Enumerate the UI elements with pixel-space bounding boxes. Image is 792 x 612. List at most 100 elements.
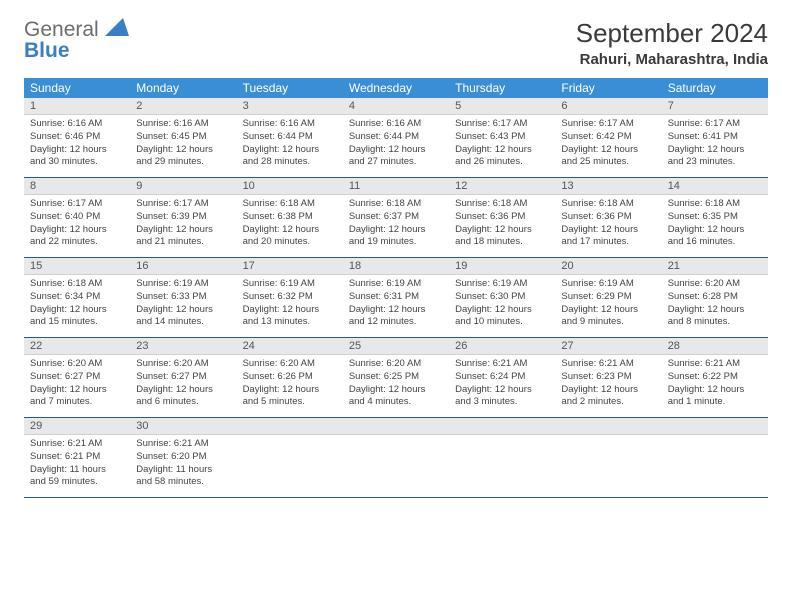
day-header-wed: Wednesday [343,78,449,98]
day-content: Sunrise: 6:17 AMSunset: 6:40 PMDaylight:… [24,195,130,257]
daylight-text: Daylight: 12 hours and 20 minutes. [243,224,337,250]
sunset-text: Sunset: 6:41 PM [668,131,762,144]
day-number: 8 [24,178,130,195]
day-cell: 25Sunrise: 6:20 AMSunset: 6:25 PMDayligh… [343,338,449,418]
sunset-text: Sunset: 6:28 PM [668,291,762,304]
day-content: Sunrise: 6:16 AMSunset: 6:44 PMDaylight:… [237,115,343,177]
day-content: Sunrise: 6:16 AMSunset: 6:45 PMDaylight:… [130,115,236,177]
daylight-text: Daylight: 12 hours and 26 minutes. [455,144,549,170]
day-header-mon: Monday [130,78,236,98]
day-header-sun: Sunday [24,78,130,98]
day-content: Sunrise: 6:18 AMSunset: 6:36 PMDaylight:… [449,195,555,257]
sunset-text: Sunset: 6:35 PM [668,211,762,224]
day-number [237,418,343,435]
day-content: Sunrise: 6:17 AMSunset: 6:41 PMDaylight:… [662,115,768,177]
sunrise-text: Sunrise: 6:19 AM [561,278,655,291]
day-number: 7 [662,98,768,115]
day-number: 22 [24,338,130,355]
day-cell [449,418,555,498]
day-number: 21 [662,258,768,275]
day-cell: 27Sunrise: 6:21 AMSunset: 6:23 PMDayligh… [555,338,661,418]
sunset-text: Sunset: 6:31 PM [349,291,443,304]
sunset-text: Sunset: 6:44 PM [349,131,443,144]
day-content: Sunrise: 6:19 AMSunset: 6:29 PMDaylight:… [555,275,661,337]
day-content: Sunrise: 6:20 AMSunset: 6:28 PMDaylight:… [662,275,768,337]
day-cell: 11Sunrise: 6:18 AMSunset: 6:37 PMDayligh… [343,178,449,258]
day-number: 1 [24,98,130,115]
sunset-text: Sunset: 6:36 PM [455,211,549,224]
day-content: Sunrise: 6:16 AMSunset: 6:44 PMDaylight:… [343,115,449,177]
day-number: 6 [555,98,661,115]
logo-line1: General [24,18,99,41]
daylight-text: Daylight: 12 hours and 13 minutes. [243,304,337,330]
sunrise-text: Sunrise: 6:19 AM [349,278,443,291]
day-content: Sunrise: 6:19 AMSunset: 6:33 PMDaylight:… [130,275,236,337]
calendar-table: Sunday Monday Tuesday Wednesday Thursday… [24,78,768,498]
day-cell [555,418,661,498]
sunset-text: Sunset: 6:32 PM [243,291,337,304]
day-content: Sunrise: 6:21 AMSunset: 6:21 PMDaylight:… [24,435,130,497]
day-number: 20 [555,258,661,275]
day-content: Sunrise: 6:17 AMSunset: 6:43 PMDaylight:… [449,115,555,177]
sunrise-text: Sunrise: 6:17 AM [455,118,549,131]
day-cell: 9Sunrise: 6:17 AMSunset: 6:39 PMDaylight… [130,178,236,258]
sunrise-text: Sunrise: 6:18 AM [561,198,655,211]
day-content: Sunrise: 6:20 AMSunset: 6:26 PMDaylight:… [237,355,343,417]
sunrise-text: Sunrise: 6:20 AM [136,358,230,371]
sunrise-text: Sunrise: 6:19 AM [243,278,337,291]
day-cell: 20Sunrise: 6:19 AMSunset: 6:29 PMDayligh… [555,258,661,338]
day-cell: 7Sunrise: 6:17 AMSunset: 6:41 PMDaylight… [662,98,768,178]
daylight-text: Daylight: 12 hours and 22 minutes. [30,224,124,250]
day-number: 28 [662,338,768,355]
sunrise-text: Sunrise: 6:16 AM [30,118,124,131]
daylight-text: Daylight: 12 hours and 15 minutes. [30,304,124,330]
daylight-text: Daylight: 12 hours and 7 minutes. [30,384,124,410]
day-number: 26 [449,338,555,355]
day-content: Sunrise: 6:19 AMSunset: 6:30 PMDaylight:… [449,275,555,337]
day-content: Sunrise: 6:18 AMSunset: 6:38 PMDaylight:… [237,195,343,257]
logo-line2: Blue [24,39,70,62]
day-cell: 2Sunrise: 6:16 AMSunset: 6:45 PMDaylight… [130,98,236,178]
sunrise-text: Sunrise: 6:16 AM [136,118,230,131]
sunrise-text: Sunrise: 6:18 AM [668,198,762,211]
sunset-text: Sunset: 6:34 PM [30,291,124,304]
day-number: 24 [237,338,343,355]
sunrise-text: Sunrise: 6:16 AM [349,118,443,131]
logo-triangle-icon [105,18,129,36]
day-header-sat: Saturday [662,78,768,98]
day-cell [343,418,449,498]
sunset-text: Sunset: 6:23 PM [561,371,655,384]
day-content: Sunrise: 6:18 AMSunset: 6:34 PMDaylight:… [24,275,130,337]
sunrise-text: Sunrise: 6:18 AM [243,198,337,211]
day-number: 29 [24,418,130,435]
day-header-tue: Tuesday [237,78,343,98]
daylight-text: Daylight: 12 hours and 2 minutes. [561,384,655,410]
daylight-text: Daylight: 12 hours and 17 minutes. [561,224,655,250]
day-content: Sunrise: 6:16 AMSunset: 6:46 PMDaylight:… [24,115,130,177]
daylight-text: Daylight: 12 hours and 10 minutes. [455,304,549,330]
sunset-text: Sunset: 6:36 PM [561,211,655,224]
title-block: September 2024 Rahuri, Maharashtra, Indi… [576,18,768,68]
sunset-text: Sunset: 6:39 PM [136,211,230,224]
day-cell: 4Sunrise: 6:16 AMSunset: 6:44 PMDaylight… [343,98,449,178]
day-number [343,418,449,435]
logo: General Blue [24,18,129,61]
sunrise-text: Sunrise: 6:17 AM [30,198,124,211]
sunrise-text: Sunrise: 6:17 AM [136,198,230,211]
day-number: 30 [130,418,236,435]
daylight-text: Daylight: 12 hours and 6 minutes. [136,384,230,410]
day-cell: 21Sunrise: 6:20 AMSunset: 6:28 PMDayligh… [662,258,768,338]
day-number: 13 [555,178,661,195]
sunrise-text: Sunrise: 6:21 AM [30,438,124,451]
day-cell: 8Sunrise: 6:17 AMSunset: 6:40 PMDaylight… [24,178,130,258]
day-cell: 18Sunrise: 6:19 AMSunset: 6:31 PMDayligh… [343,258,449,338]
week-row: 22Sunrise: 6:20 AMSunset: 6:27 PMDayligh… [24,338,768,418]
sunrise-text: Sunrise: 6:20 AM [243,358,337,371]
day-cell: 1Sunrise: 6:16 AMSunset: 6:46 PMDaylight… [24,98,130,178]
daylight-text: Daylight: 12 hours and 5 minutes. [243,384,337,410]
sunrise-text: Sunrise: 6:20 AM [349,358,443,371]
daylight-text: Daylight: 12 hours and 21 minutes. [136,224,230,250]
sunrise-text: Sunrise: 6:20 AM [30,358,124,371]
day-header-fri: Friday [555,78,661,98]
day-content: Sunrise: 6:21 AMSunset: 6:20 PMDaylight:… [130,435,236,497]
